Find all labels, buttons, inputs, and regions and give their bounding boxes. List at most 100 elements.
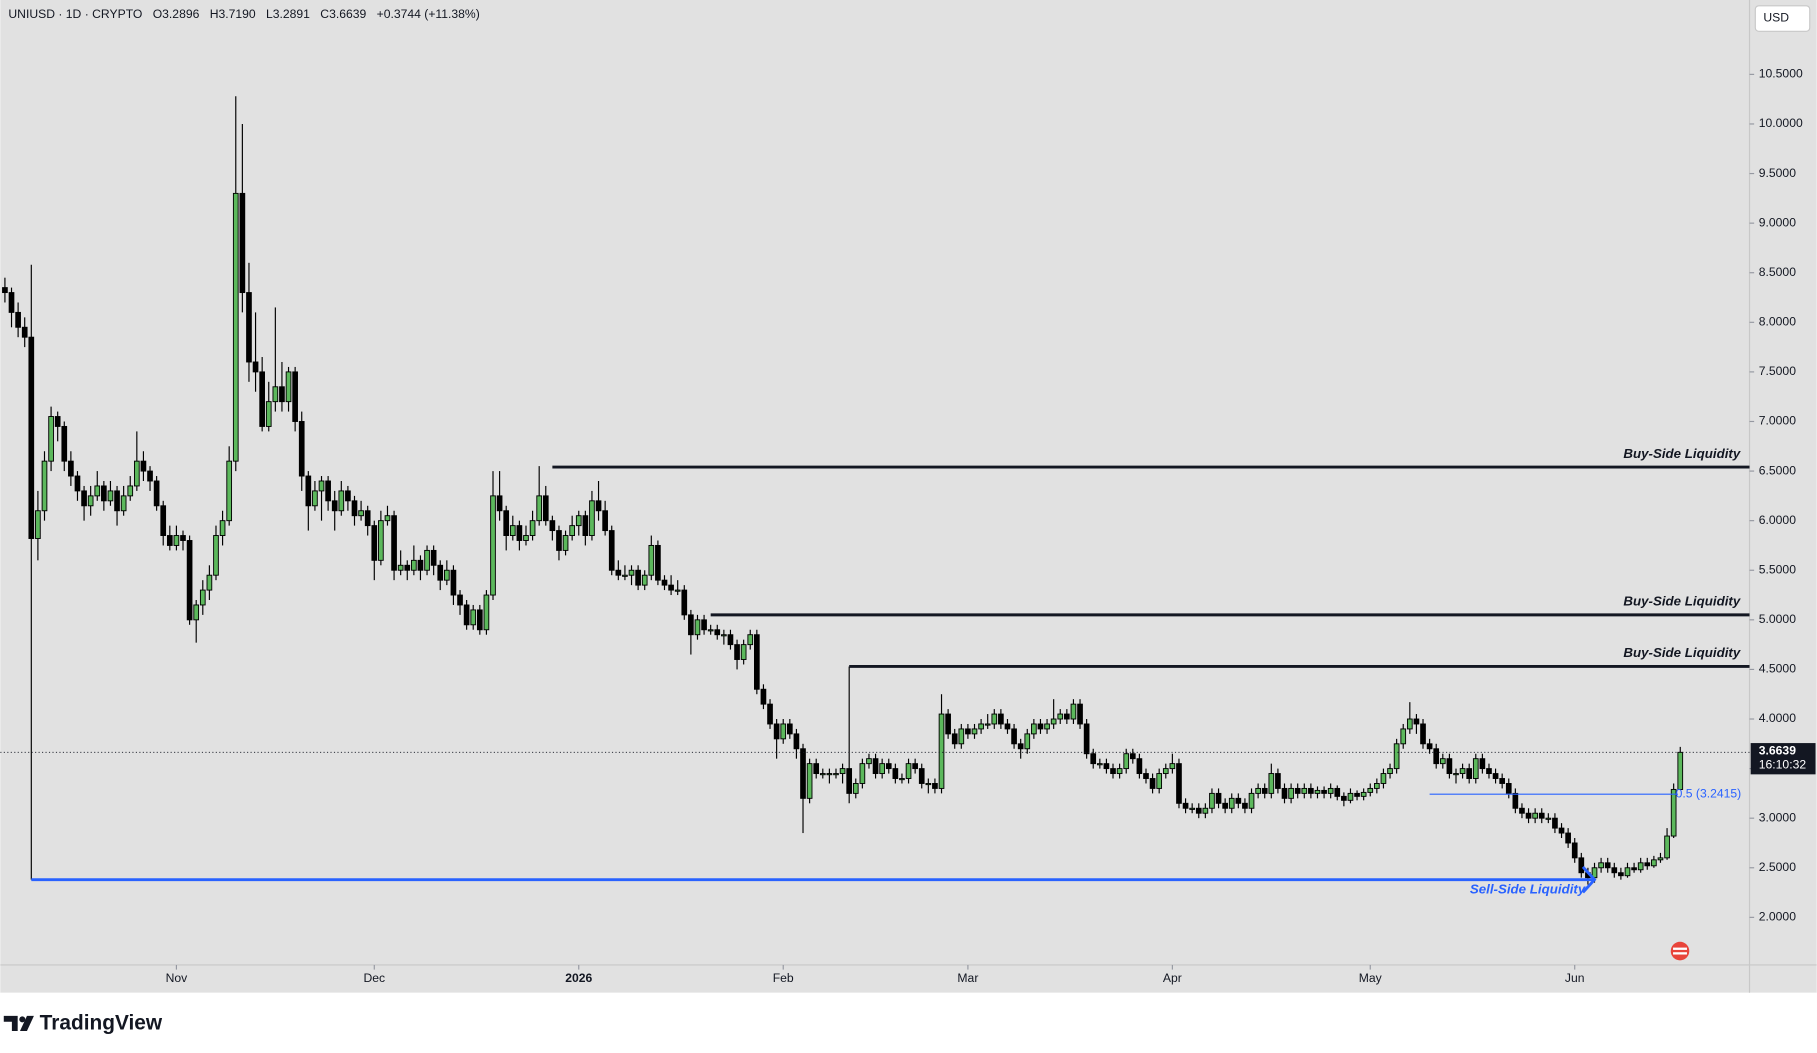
candle-body	[1314, 789, 1321, 794]
candle-body	[536, 495, 543, 522]
candle-body	[397, 564, 404, 571]
candle-body	[859, 763, 866, 784]
candle-body	[8, 292, 15, 313]
candle-body	[1657, 857, 1664, 861]
candle-body	[1004, 723, 1011, 730]
candle-body	[892, 768, 899, 779]
candle-body	[364, 510, 371, 527]
candle-body	[391, 515, 397, 571]
candle-body	[1426, 743, 1433, 750]
candle-body	[1149, 778, 1156, 789]
candle-body	[193, 604, 200, 621]
candle-body	[648, 544, 655, 576]
candle-body	[1195, 807, 1202, 814]
candle-body	[1631, 867, 1637, 871]
candle-body	[417, 559, 424, 571]
candle-body	[15, 311, 21, 328]
level-label: Buy-Side Liquidity	[1623, 446, 1740, 461]
footer	[0, 992, 1817, 1053]
candle-body	[628, 569, 635, 576]
chart-background	[0, 0, 1817, 993]
candle-body	[1044, 723, 1050, 730]
candle-body	[1354, 792, 1360, 797]
candle-body	[1156, 773, 1163, 789]
candle-body	[1651, 859, 1657, 867]
currency[interactable]: USD	[1763, 11, 1789, 25]
candle-body	[292, 371, 298, 422]
candle-body	[265, 401, 272, 427]
candle-body	[437, 564, 444, 581]
candle-body	[602, 510, 608, 532]
candle-body	[1182, 802, 1189, 809]
candle-body	[562, 535, 569, 551]
candle-body	[754, 634, 760, 690]
candle-body	[694, 619, 701, 636]
candle-body	[1439, 758, 1446, 765]
candle-body	[1624, 867, 1631, 877]
candle-body	[1565, 832, 1571, 844]
candle-body	[81, 490, 87, 507]
level-label: Buy-Side Liquidity	[1623, 645, 1740, 660]
candle-body	[1129, 753, 1136, 760]
candle-body	[35, 510, 41, 539]
candle-body	[932, 783, 938, 789]
candle-body	[61, 425, 68, 462]
candle-body	[971, 728, 978, 735]
candle-body	[721, 634, 727, 637]
candle-body	[1077, 703, 1083, 725]
candle-body	[48, 416, 54, 462]
candle-body	[424, 549, 430, 571]
y-tick-label: 5.0000	[1759, 612, 1796, 626]
candle-body	[54, 416, 61, 427]
candle-body	[444, 569, 450, 581]
candle-body	[1360, 791, 1367, 797]
candle-body	[384, 515, 391, 522]
candle-body	[615, 569, 622, 576]
candle-body	[2, 287, 8, 294]
candle-body	[1110, 768, 1116, 775]
x-tick-label: Dec	[363, 971, 385, 985]
candle-body	[1308, 787, 1314, 794]
candle-body	[773, 723, 780, 740]
candle-body	[1433, 748, 1440, 765]
candle-body	[1143, 773, 1149, 779]
candle-body	[358, 510, 364, 517]
candle-body	[945, 713, 951, 735]
candle-body	[404, 564, 411, 571]
currency-box[interactable]	[1754, 5, 1811, 32]
candle-body	[1327, 787, 1334, 794]
candle-body	[476, 609, 483, 631]
logo-shape	[19, 1016, 26, 1023]
candle-body	[490, 495, 496, 596]
candle-body	[813, 763, 820, 775]
candle-body	[21, 326, 28, 338]
candle-body	[1050, 718, 1057, 725]
candle-body	[1538, 812, 1545, 819]
candle-body	[958, 728, 965, 745]
candle-body	[661, 579, 668, 586]
candle-body	[1598, 862, 1604, 869]
candle-body	[965, 728, 971, 735]
candle-body	[707, 629, 714, 632]
candle-body	[793, 733, 800, 750]
x-tick-label: 2026	[565, 971, 592, 985]
logo-text[interactable]: TradingView	[40, 1012, 163, 1035]
candle-body	[912, 763, 918, 770]
candle-body	[463, 604, 470, 626]
level-label: Buy-Side Liquidity	[1623, 594, 1740, 609]
candle-body	[239, 192, 246, 294]
candle-body	[714, 629, 721, 636]
candle-body	[457, 594, 463, 606]
candle-body	[608, 530, 615, 571]
candle-body	[1387, 768, 1393, 775]
candle-body	[246, 292, 252, 363]
candle-body	[1406, 718, 1413, 730]
candle-body	[760, 688, 767, 705]
candle-body	[1235, 797, 1242, 804]
candle-body	[1420, 723, 1426, 745]
candle-body	[569, 525, 575, 537]
candle-body	[833, 773, 839, 776]
candle-body	[595, 500, 602, 512]
